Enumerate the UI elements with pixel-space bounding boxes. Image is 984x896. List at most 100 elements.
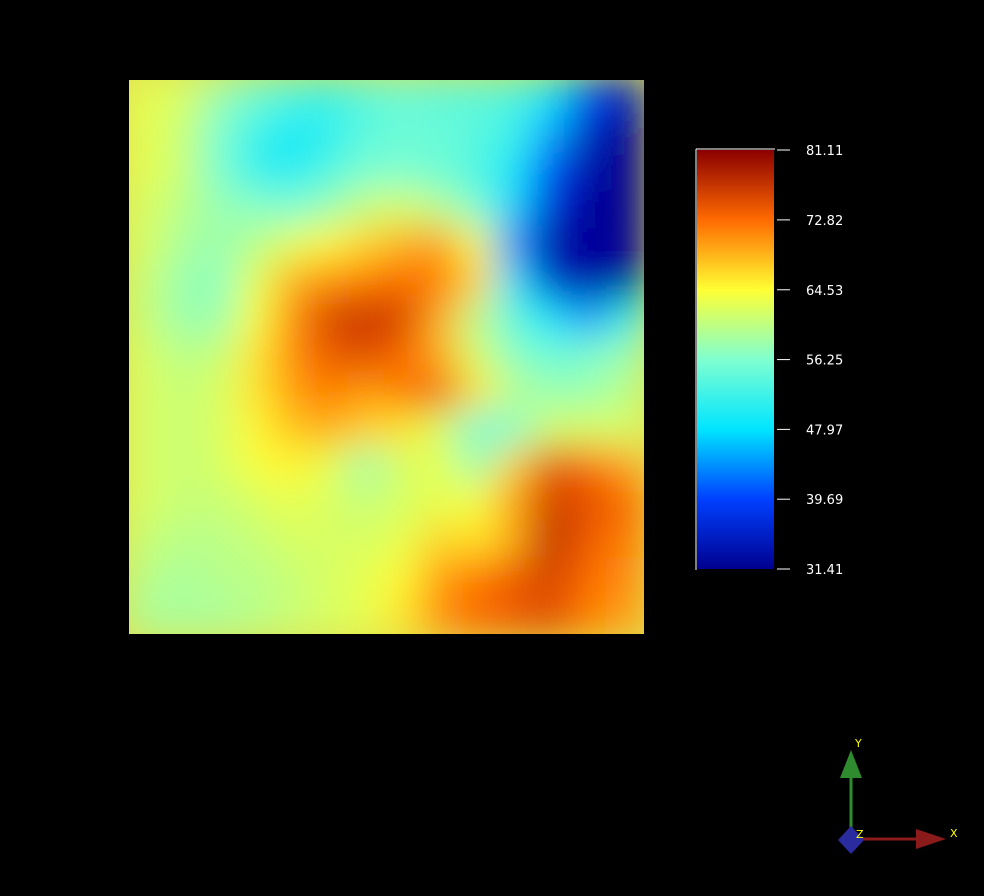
field-cell [384,373,426,415]
field-cell [200,80,242,119]
colorbar: 81.11 72.82 64.53 56.25 47.97 39.69 31.41 [695,144,843,578]
field-cell [494,114,536,156]
field-cell [384,558,426,599]
field-cell [568,373,610,415]
field-cell [568,262,610,304]
field-cell [531,151,573,193]
field-cell [163,225,205,267]
field-cell [200,484,242,526]
field-cell [421,336,463,378]
x-axis-label: X [950,827,958,840]
field-cell [163,151,205,193]
field-cell [531,188,573,230]
field-cell [200,114,242,156]
field-cell [384,410,426,452]
field-cell [200,447,242,489]
field-cell [200,521,242,563]
field-cell [310,558,352,599]
field-cell [494,410,536,452]
field-cell [605,558,644,599]
field-cell [347,447,389,489]
field-cell [347,225,389,267]
field-cell [200,558,242,599]
field-cell [310,410,352,452]
field-cell [274,225,315,267]
field-cell [310,114,352,156]
field-cell [605,225,644,267]
field-cell [129,262,168,304]
z-axis-label: Z [856,828,864,841]
field-cell [310,151,352,193]
colorbar-tick-label: 31.41 [806,563,843,578]
field-cell [384,151,426,193]
field-cell [237,521,279,563]
field-cell [458,558,499,599]
field-cell [347,188,389,230]
z-axis-marker [838,826,864,854]
field-cell [163,188,205,230]
field-cell [494,188,536,230]
field-cell [531,373,573,415]
field-cell [421,484,463,526]
field-cell [494,336,536,378]
field-cell [347,262,389,304]
y-axis-label: Y [854,737,862,750]
field-cell [421,188,463,230]
field-cell [531,80,573,119]
field-cell [129,521,168,563]
field-cell [605,80,644,119]
field-cell [494,484,536,526]
field-cell [200,373,242,415]
field-cell [421,225,463,267]
field-cell [384,114,426,156]
field-cell [421,558,463,599]
field-cell [274,521,315,563]
field-cell [568,410,610,452]
field-cell [384,299,426,341]
field-cell [200,595,242,634]
field-cell [310,447,352,489]
field-cell [200,410,242,452]
field-cell [129,114,168,156]
field-cell [310,262,352,304]
field-cell [384,188,426,230]
field-cell [274,484,315,526]
field-cell [347,373,389,415]
field-cell [274,336,315,378]
field-cell [605,299,644,341]
field-cell [237,188,279,230]
field-cell [347,595,389,634]
field-cell [200,225,242,267]
field-cell [129,299,168,341]
field-cell [274,558,315,599]
field-cell [605,521,644,563]
field-cell [384,336,426,378]
field-cell [568,80,610,119]
field-cell [458,262,499,304]
field-cell [163,80,205,119]
field-cell [568,188,610,230]
field-cell [129,595,168,634]
x-axis-arrowhead [916,829,946,849]
field-cell [531,521,573,563]
field-cell [458,299,499,341]
field-cell [458,225,499,267]
field-cell [274,410,315,452]
field-cell [237,114,279,156]
field-cell [494,151,536,193]
field-cell [237,558,279,599]
field-cell [494,595,536,634]
field-cell [310,299,352,341]
field-cell [605,151,644,193]
field-cell [347,299,389,341]
field-cell [347,151,389,193]
field-cell [274,262,315,304]
field-cell [458,151,499,193]
field-cell [163,521,205,563]
field-cell [421,151,463,193]
field-cell [568,521,610,563]
field-cell [163,410,205,452]
field-cell [129,336,168,378]
y-axis-arrowhead [840,750,862,778]
